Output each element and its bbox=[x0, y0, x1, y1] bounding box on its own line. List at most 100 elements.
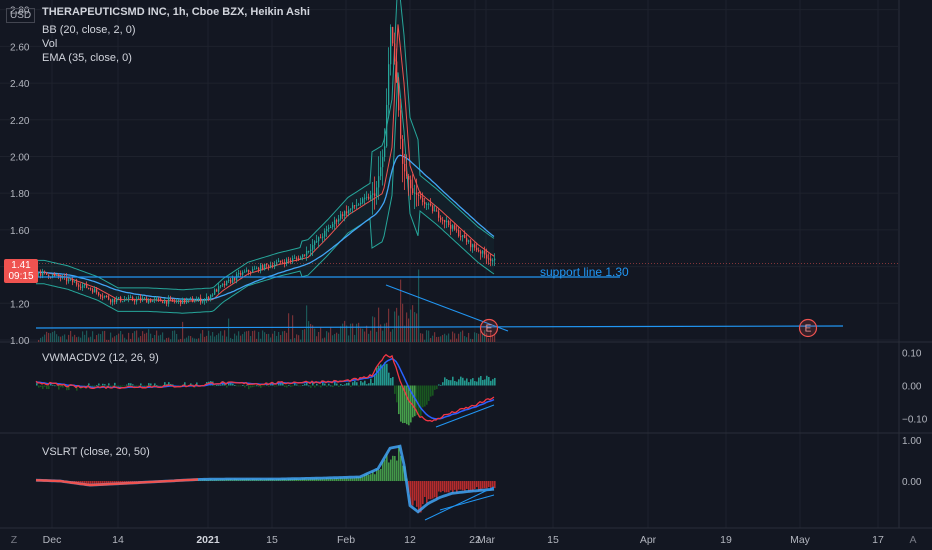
vslrt-histogram-bar bbox=[300, 479, 302, 482]
candle-body bbox=[84, 284, 86, 286]
volume-bar bbox=[222, 335, 224, 342]
volume-bar bbox=[336, 332, 338, 342]
macd-histogram-bar bbox=[274, 385, 276, 387]
vslrt-histogram-bar bbox=[92, 481, 94, 484]
macd-histogram-bar bbox=[438, 384, 440, 386]
price-tick-label: 2.40 bbox=[10, 79, 30, 90]
volume-bar bbox=[320, 326, 322, 342]
macd-histogram-bar bbox=[260, 385, 262, 388]
volume-bar bbox=[368, 333, 370, 342]
volume-bar bbox=[168, 337, 170, 342]
legend-vol[interactable]: Vol bbox=[42, 38, 58, 50]
vslrt-histogram-bar bbox=[490, 481, 492, 491]
candle-body bbox=[408, 175, 410, 180]
candle-body bbox=[378, 176, 380, 188]
currency-badge[interactable]: USD bbox=[6, 8, 36, 23]
macd-histogram-bar bbox=[214, 385, 216, 387]
macd-histogram-bar bbox=[354, 380, 356, 386]
vslrt-histogram-bar bbox=[96, 481, 98, 485]
macd-histogram-bar bbox=[482, 380, 484, 386]
macd-histogram-bar bbox=[146, 385, 148, 387]
volume-bar bbox=[426, 330, 428, 342]
candle-body bbox=[386, 104, 388, 147]
volume-bar bbox=[80, 337, 82, 342]
candle-body bbox=[380, 167, 382, 177]
candle-body bbox=[154, 298, 156, 301]
candle-body bbox=[198, 297, 200, 300]
earnings-marker bbox=[479, 318, 499, 338]
candle-body bbox=[52, 274, 54, 278]
macd-histogram-bar bbox=[446, 379, 448, 386]
candle-body bbox=[274, 264, 276, 267]
time-tick-label: 2021 bbox=[196, 534, 220, 546]
macd-histogram-bar bbox=[264, 385, 266, 387]
macd-histogram-bar bbox=[102, 383, 104, 386]
macd-histogram-bar bbox=[88, 383, 90, 386]
volume-bar bbox=[492, 335, 494, 342]
macd-histogram-bar bbox=[268, 385, 270, 387]
candle-body bbox=[310, 249, 312, 251]
candle-body bbox=[390, 27, 392, 65]
vslrt-histogram-bar bbox=[482, 481, 484, 489]
legend-vwmacd[interactable]: VWMACDV2 (12, 26, 9) bbox=[42, 352, 159, 364]
candle-body bbox=[114, 298, 116, 302]
candle-body bbox=[100, 295, 102, 297]
candle-body bbox=[320, 237, 322, 239]
vslrt-histogram-bar bbox=[374, 474, 376, 482]
candle-body bbox=[322, 236, 324, 238]
macd-histogram-bar bbox=[296, 384, 298, 386]
volume-bar bbox=[316, 336, 318, 342]
candle-body bbox=[308, 250, 310, 252]
macd-histogram-bar bbox=[126, 384, 128, 386]
volume-bar bbox=[240, 335, 242, 342]
vslrt-histogram-bar bbox=[392, 455, 394, 482]
vslrt-histogram-bar bbox=[114, 481, 116, 483]
candle-body bbox=[252, 269, 254, 273]
macd-histogram-bar bbox=[304, 383, 306, 386]
macd-histogram-bar bbox=[318, 385, 320, 387]
macd-histogram-bar bbox=[344, 384, 346, 386]
macd-histogram-bar bbox=[250, 385, 252, 388]
candle-body bbox=[70, 279, 72, 281]
legend-vslrt[interactable]: VSLRT (close, 20, 50) bbox=[42, 446, 150, 458]
macd-tick-label: −0.10 bbox=[902, 414, 928, 425]
vslrt-histogram-bar bbox=[364, 475, 366, 482]
candle-body bbox=[46, 272, 48, 275]
macd-histogram-bar bbox=[220, 384, 222, 386]
vslrt-histogram-bar bbox=[94, 481, 96, 485]
macd-histogram-bar bbox=[48, 385, 50, 390]
candle-body bbox=[484, 250, 486, 255]
candle-body bbox=[76, 281, 78, 285]
macd-histogram-bar bbox=[252, 385, 254, 388]
volume-bar bbox=[124, 337, 126, 342]
volume-bar bbox=[268, 333, 270, 342]
candle-body bbox=[280, 260, 282, 263]
volume-bar bbox=[262, 330, 264, 342]
macd-histogram-bar bbox=[370, 378, 372, 386]
volume-bar bbox=[278, 331, 280, 342]
volume-bar bbox=[242, 334, 244, 342]
macd-histogram-bar bbox=[396, 385, 398, 403]
candle-body bbox=[170, 298, 172, 300]
volume-bar bbox=[450, 339, 452, 342]
vslrt-histogram-bar bbox=[332, 478, 334, 482]
vslrt-histogram-bar bbox=[308, 479, 310, 482]
candle-body bbox=[422, 197, 424, 203]
candle-body bbox=[234, 277, 236, 281]
volume-bar bbox=[266, 334, 268, 342]
macd-histogram-bar bbox=[362, 382, 364, 386]
candle-body bbox=[376, 187, 378, 197]
legend-ema[interactable]: EMA (35, close, 0) bbox=[42, 52, 132, 64]
legend-bb[interactable]: BB (20, close, 2, 0) bbox=[42, 24, 136, 36]
macd-histogram-bar bbox=[40, 385, 42, 388]
volume-bar bbox=[418, 269, 420, 342]
candle-body bbox=[238, 272, 240, 275]
macd-histogram-bar bbox=[68, 385, 70, 391]
candle-body bbox=[82, 285, 84, 288]
vslrt-trend-line bbox=[424, 486, 495, 521]
macd-histogram-bar bbox=[44, 385, 46, 387]
volume-bar bbox=[376, 331, 378, 342]
volume-bar bbox=[248, 330, 250, 342]
candle-body bbox=[338, 218, 340, 222]
